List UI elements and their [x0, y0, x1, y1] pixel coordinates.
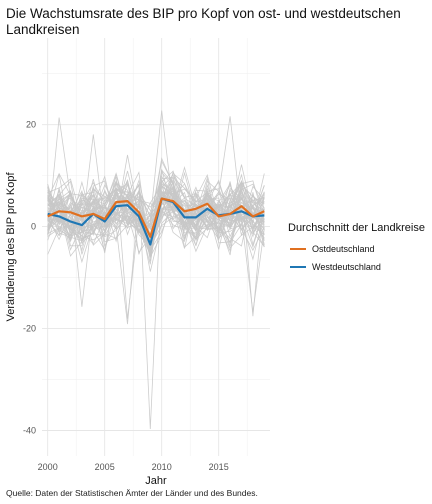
legend-key-ostdeutschland	[290, 248, 306, 250]
x-tick-label: 2015	[209, 462, 229, 472]
x-tick-label: 2010	[152, 462, 172, 472]
y-tick-label: 20	[26, 120, 36, 130]
legend-title: Durchschnitt der Landkreise	[288, 222, 425, 234]
series-line-ostdeutschland	[47, 197, 265, 238]
x-tick-label: 2005	[95, 462, 115, 472]
legend: Durchschnitt der Landkreise Ostdeutschla…	[288, 222, 425, 276]
county-line	[47, 184, 265, 247]
x-axis-label: Jahr	[145, 475, 167, 487]
chart-title: Die Wachstumsrate des BIP pro Kopf von o…	[6, 6, 401, 37]
y-axis-label: Veränderung des BIP pro Kopf	[5, 172, 17, 322]
legend-item-ostdeutschland: Ostdeutschland	[288, 240, 425, 258]
legend-item-westdeutschland: Westdeutschland	[288, 258, 425, 276]
county-line	[47, 172, 265, 242]
x-tick-label: 2000	[38, 462, 58, 472]
county-line	[47, 173, 265, 242]
y-tick-label: 0	[31, 222, 36, 232]
source-note: Quelle: Daten der Statistischen Ämter de…	[6, 488, 258, 498]
y-tick-label: -20	[23, 324, 36, 334]
legend-key-westdeutschland	[290, 266, 306, 268]
y-tick-label: -40	[23, 426, 36, 436]
legend-label-westdeutschland: Westdeutschland	[312, 262, 381, 272]
legend-label-ostdeutschland: Ostdeutschland	[312, 244, 375, 254]
county-line	[47, 110, 265, 232]
